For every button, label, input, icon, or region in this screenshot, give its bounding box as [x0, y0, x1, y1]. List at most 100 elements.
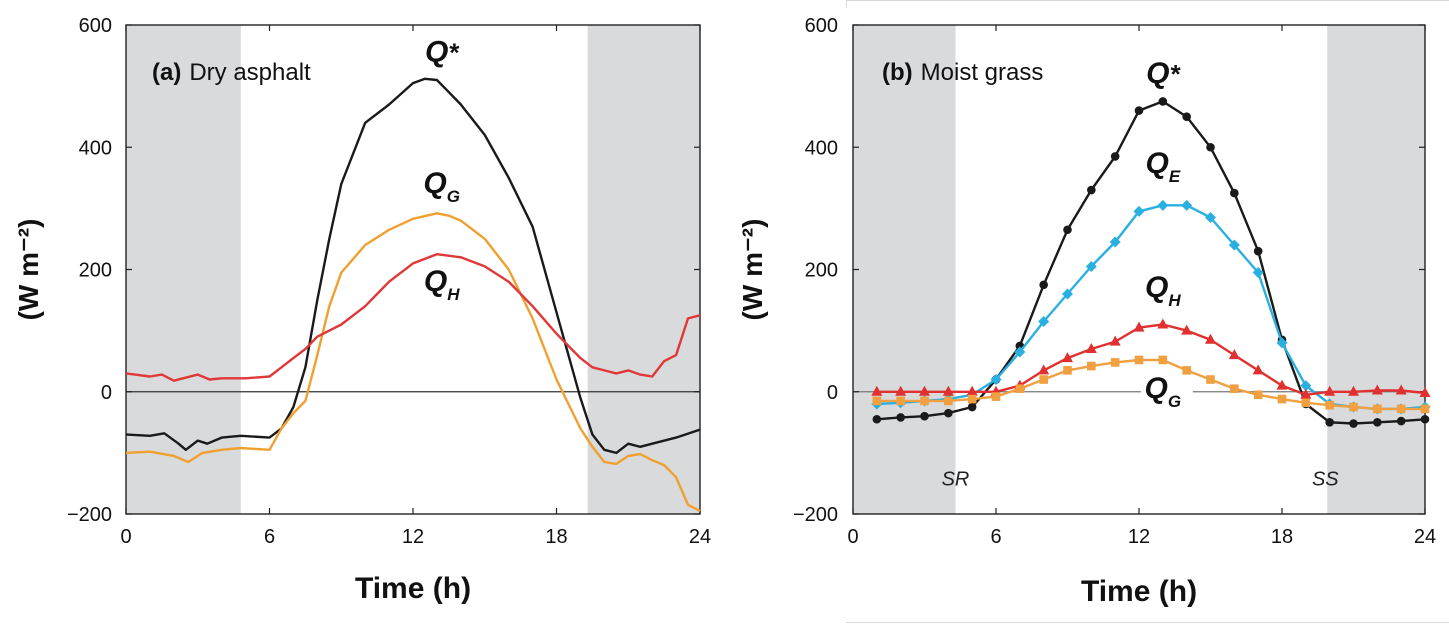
data-point	[1015, 384, 1025, 393]
series-label: Q*	[1146, 57, 1181, 90]
data-point	[1181, 324, 1193, 335]
data-point	[990, 374, 1002, 386]
data-point	[1395, 384, 1407, 395]
data-point	[1276, 379, 1288, 390]
data-point	[896, 413, 905, 422]
y-tick-label: 200	[79, 260, 112, 282]
data-point	[1349, 419, 1358, 428]
data-point	[1038, 315, 1050, 327]
data-point	[966, 385, 978, 396]
series-label-main: Q	[424, 265, 447, 298]
x-tick-label: 18	[545, 526, 567, 548]
data-point	[1182, 112, 1191, 121]
panel-moist-grass: −200 0 200 400 600 0 6 12 18 24 Time (h) (W m⁻²) (b)…	[737, 15, 1436, 608]
data-point	[967, 402, 977, 412]
x-tick-label: 12	[402, 526, 424, 548]
data-point	[1348, 385, 1359, 396]
y-tick-label: 0	[101, 382, 112, 404]
night-shading	[587, 25, 700, 514]
data-point	[944, 408, 953, 418]
data-point	[1133, 321, 1145, 332]
night-shading	[853, 25, 956, 514]
data-point	[1181, 199, 1193, 211]
series-label-main: Q	[1145, 271, 1168, 304]
right-panel-top-border	[846, 0, 1449, 1]
night-shading	[1327, 25, 1425, 514]
series-label: Q*	[425, 36, 460, 69]
data-point	[1110, 152, 1120, 161]
series-label-subscript: E	[1169, 167, 1181, 186]
y-tick-label: 0	[827, 382, 838, 404]
data-point	[1014, 346, 1026, 358]
data-point	[1157, 318, 1169, 329]
series-label-subscript: G	[447, 187, 460, 206]
data-point	[1325, 418, 1334, 427]
data-point	[967, 394, 977, 404]
data-point	[1301, 398, 1311, 408]
y-tick-label: −200	[67, 504, 112, 526]
data-point	[1252, 267, 1264, 279]
data-point	[1276, 337, 1288, 349]
panel-title: (a) Dry asphalt	[152, 59, 311, 86]
y-tick-label: −200	[793, 504, 838, 526]
night-shading	[126, 25, 241, 514]
data-point	[1158, 355, 1168, 365]
series-label: QH	[1145, 271, 1181, 310]
data-point	[1206, 375, 1215, 384]
panel-letter: (b)	[882, 59, 913, 86]
x-tick-label: 6	[990, 526, 1001, 548]
data-point	[1109, 236, 1121, 248]
series-line	[125, 77, 701, 455]
y-tick-label: 400	[805, 137, 838, 159]
right-panel-left-border	[846, 0, 847, 8]
series-label-main: Q	[1145, 372, 1168, 405]
series-label-main: Q	[423, 167, 446, 200]
data-point	[1158, 97, 1168, 106]
data-point	[1325, 400, 1334, 410]
data-point	[872, 414, 882, 424]
data-point	[1087, 185, 1096, 195]
data-point	[1373, 404, 1382, 414]
annotation-label: SS	[1312, 468, 1339, 490]
x-tick-label: 12	[1128, 526, 1150, 548]
panel-title: (b) Moist grass	[882, 59, 1043, 86]
x-axis-label: Time (h)	[355, 572, 471, 605]
series-label: QH	[424, 265, 460, 304]
data-point	[1182, 366, 1191, 375]
data-point	[1157, 199, 1169, 211]
data-point	[895, 385, 907, 396]
y-tick-label: 400	[79, 137, 112, 159]
data-point	[1109, 335, 1121, 346]
series-label-subscript: H	[1168, 291, 1181, 310]
y-tick-label: 600	[79, 15, 112, 37]
series-label: QG	[423, 167, 460, 206]
x-tick-label: 24	[689, 526, 711, 548]
data-point	[920, 411, 929, 421]
data-point	[1134, 106, 1144, 115]
data-point	[919, 385, 930, 396]
data-point	[1230, 188, 1239, 198]
data-point	[991, 392, 1001, 401]
data-point	[1300, 388, 1312, 399]
data-point	[1206, 142, 1215, 152]
y-axis-label: (W m⁻²)	[737, 219, 768, 321]
data-point	[872, 396, 882, 406]
x-tick-label: 18	[1271, 526, 1293, 548]
panel-title-text: Moist grass	[921, 59, 1044, 86]
series-line	[125, 212, 701, 512]
data-point	[1205, 333, 1216, 344]
series-label: QG	[1145, 372, 1182, 411]
data-point	[1419, 386, 1431, 397]
x-tick-label: 24	[1414, 526, 1436, 548]
y-tick-label: 200	[805, 260, 838, 282]
data-point	[1085, 342, 1097, 353]
y-tick-label: 600	[805, 15, 838, 37]
data-point	[1396, 416, 1406, 426]
y-axis-label: (W m⁻²)	[13, 219, 44, 321]
series-label-subscript: G	[1168, 392, 1181, 411]
data-point	[1133, 205, 1145, 217]
x-tick-label: 6	[264, 526, 275, 548]
data-point	[1062, 288, 1073, 300]
data-point	[1253, 390, 1263, 400]
data-point	[1396, 404, 1406, 414]
